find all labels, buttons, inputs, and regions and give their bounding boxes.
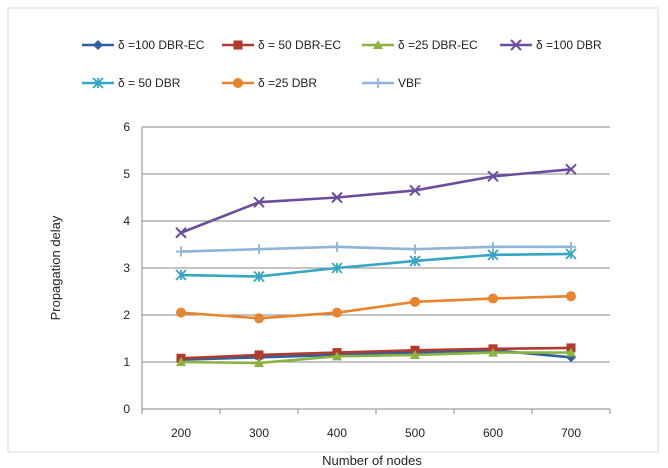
axis-layer: 0 1 2 3 4 5 6 200 300 400 500 600 700 [123, 120, 611, 440]
data-point [566, 347, 576, 357]
legend-marker [233, 40, 243, 50]
legend-entry: δ =25 DBR-EC [362, 38, 478, 52]
data-point [410, 349, 420, 359]
data-point [409, 255, 421, 267]
legend-marker [93, 40, 103, 50]
data-point [254, 313, 264, 324]
data-point [254, 244, 264, 255]
legend-label: δ =100 DBR-EC [118, 38, 205, 52]
legend-layer: δ =100 DBR-EC δ = 50 DBR-EC δ =25 DBR-EC δ … [82, 38, 602, 90]
legend-label: δ =25 DBR-EC [398, 38, 478, 52]
legend-label: δ =100 DBR [536, 38, 602, 52]
data-point [331, 262, 343, 274]
series-4 [175, 248, 577, 283]
x-tick-label: 500 [405, 426, 425, 440]
y-tick-label: 5 [123, 167, 130, 181]
x-tick-label: 400 [327, 426, 347, 440]
series-line [180, 252, 572, 278]
legend-entry: δ =100 DBR [500, 38, 602, 52]
legend-entry: δ =25 DBR [222, 76, 317, 90]
legend-entry: δ = 50 DBR-EC [222, 38, 341, 52]
x-tick-label: 200 [171, 426, 191, 440]
x-tick-label: 600 [483, 426, 503, 440]
legend-marker [373, 40, 383, 49]
series-2 [176, 347, 576, 367]
y-tick-label: 4 [123, 214, 130, 228]
data-point [176, 246, 186, 257]
y-tick-label: 3 [123, 261, 130, 275]
series-line [180, 245, 571, 253]
legend-label: δ =25 DBR [258, 76, 317, 90]
y-tick-label: 1 [123, 355, 130, 369]
legend-marker [510, 39, 522, 51]
data-point [253, 270, 265, 283]
series-line [180, 168, 572, 234]
data-point [565, 163, 577, 176]
data-point [410, 296, 420, 307]
data-point [332, 241, 342, 252]
legend-marker [373, 78, 383, 88]
series-3 [175, 163, 577, 239]
series-6 [176, 241, 576, 257]
chart-border [7, 7, 659, 453]
data-point [175, 269, 187, 281]
y-tick-label: 2 [123, 308, 130, 322]
series-line [180, 294, 572, 320]
x-axis-title: Number of nodes [322, 453, 422, 468]
legend-entry: δ =100 DBR-EC [82, 38, 205, 52]
data-point [566, 241, 576, 252]
legend-entry: VBF [362, 76, 421, 90]
y-tick-label: 0 [123, 402, 130, 416]
legend-marker [233, 78, 243, 88]
data-point [176, 357, 186, 366]
data-point [566, 291, 576, 302]
x-tick-label: 300 [249, 426, 269, 440]
data-point [488, 241, 498, 252]
legend-entry: δ = 50 DBR [82, 76, 181, 90]
data-point [332, 351, 342, 361]
data-point [487, 170, 499, 183]
series-line [180, 346, 572, 360]
series-line [180, 351, 571, 365]
series-layer [175, 163, 577, 367]
data-point [176, 307, 186, 318]
data-point [253, 196, 265, 208]
series-5 [176, 291, 576, 324]
legend-marker [92, 77, 104, 89]
data-point [410, 244, 420, 255]
y-axis-title: Propagation delay [48, 215, 63, 320]
data-point [332, 307, 342, 318]
legend-label: VBF [398, 76, 421, 90]
data-point [488, 293, 498, 304]
data-point [254, 357, 264, 367]
x-tick-label: 700 [561, 426, 581, 440]
y-tick-label: 6 [123, 120, 130, 134]
data-point [331, 191, 343, 204]
data-point [488, 347, 498, 357]
legend-label: δ = 50 DBR-EC [258, 38, 341, 52]
data-point [175, 227, 187, 239]
data-point [409, 184, 421, 197]
data-point [254, 350, 264, 360]
legend-label: δ = 50 DBR [118, 76, 181, 90]
